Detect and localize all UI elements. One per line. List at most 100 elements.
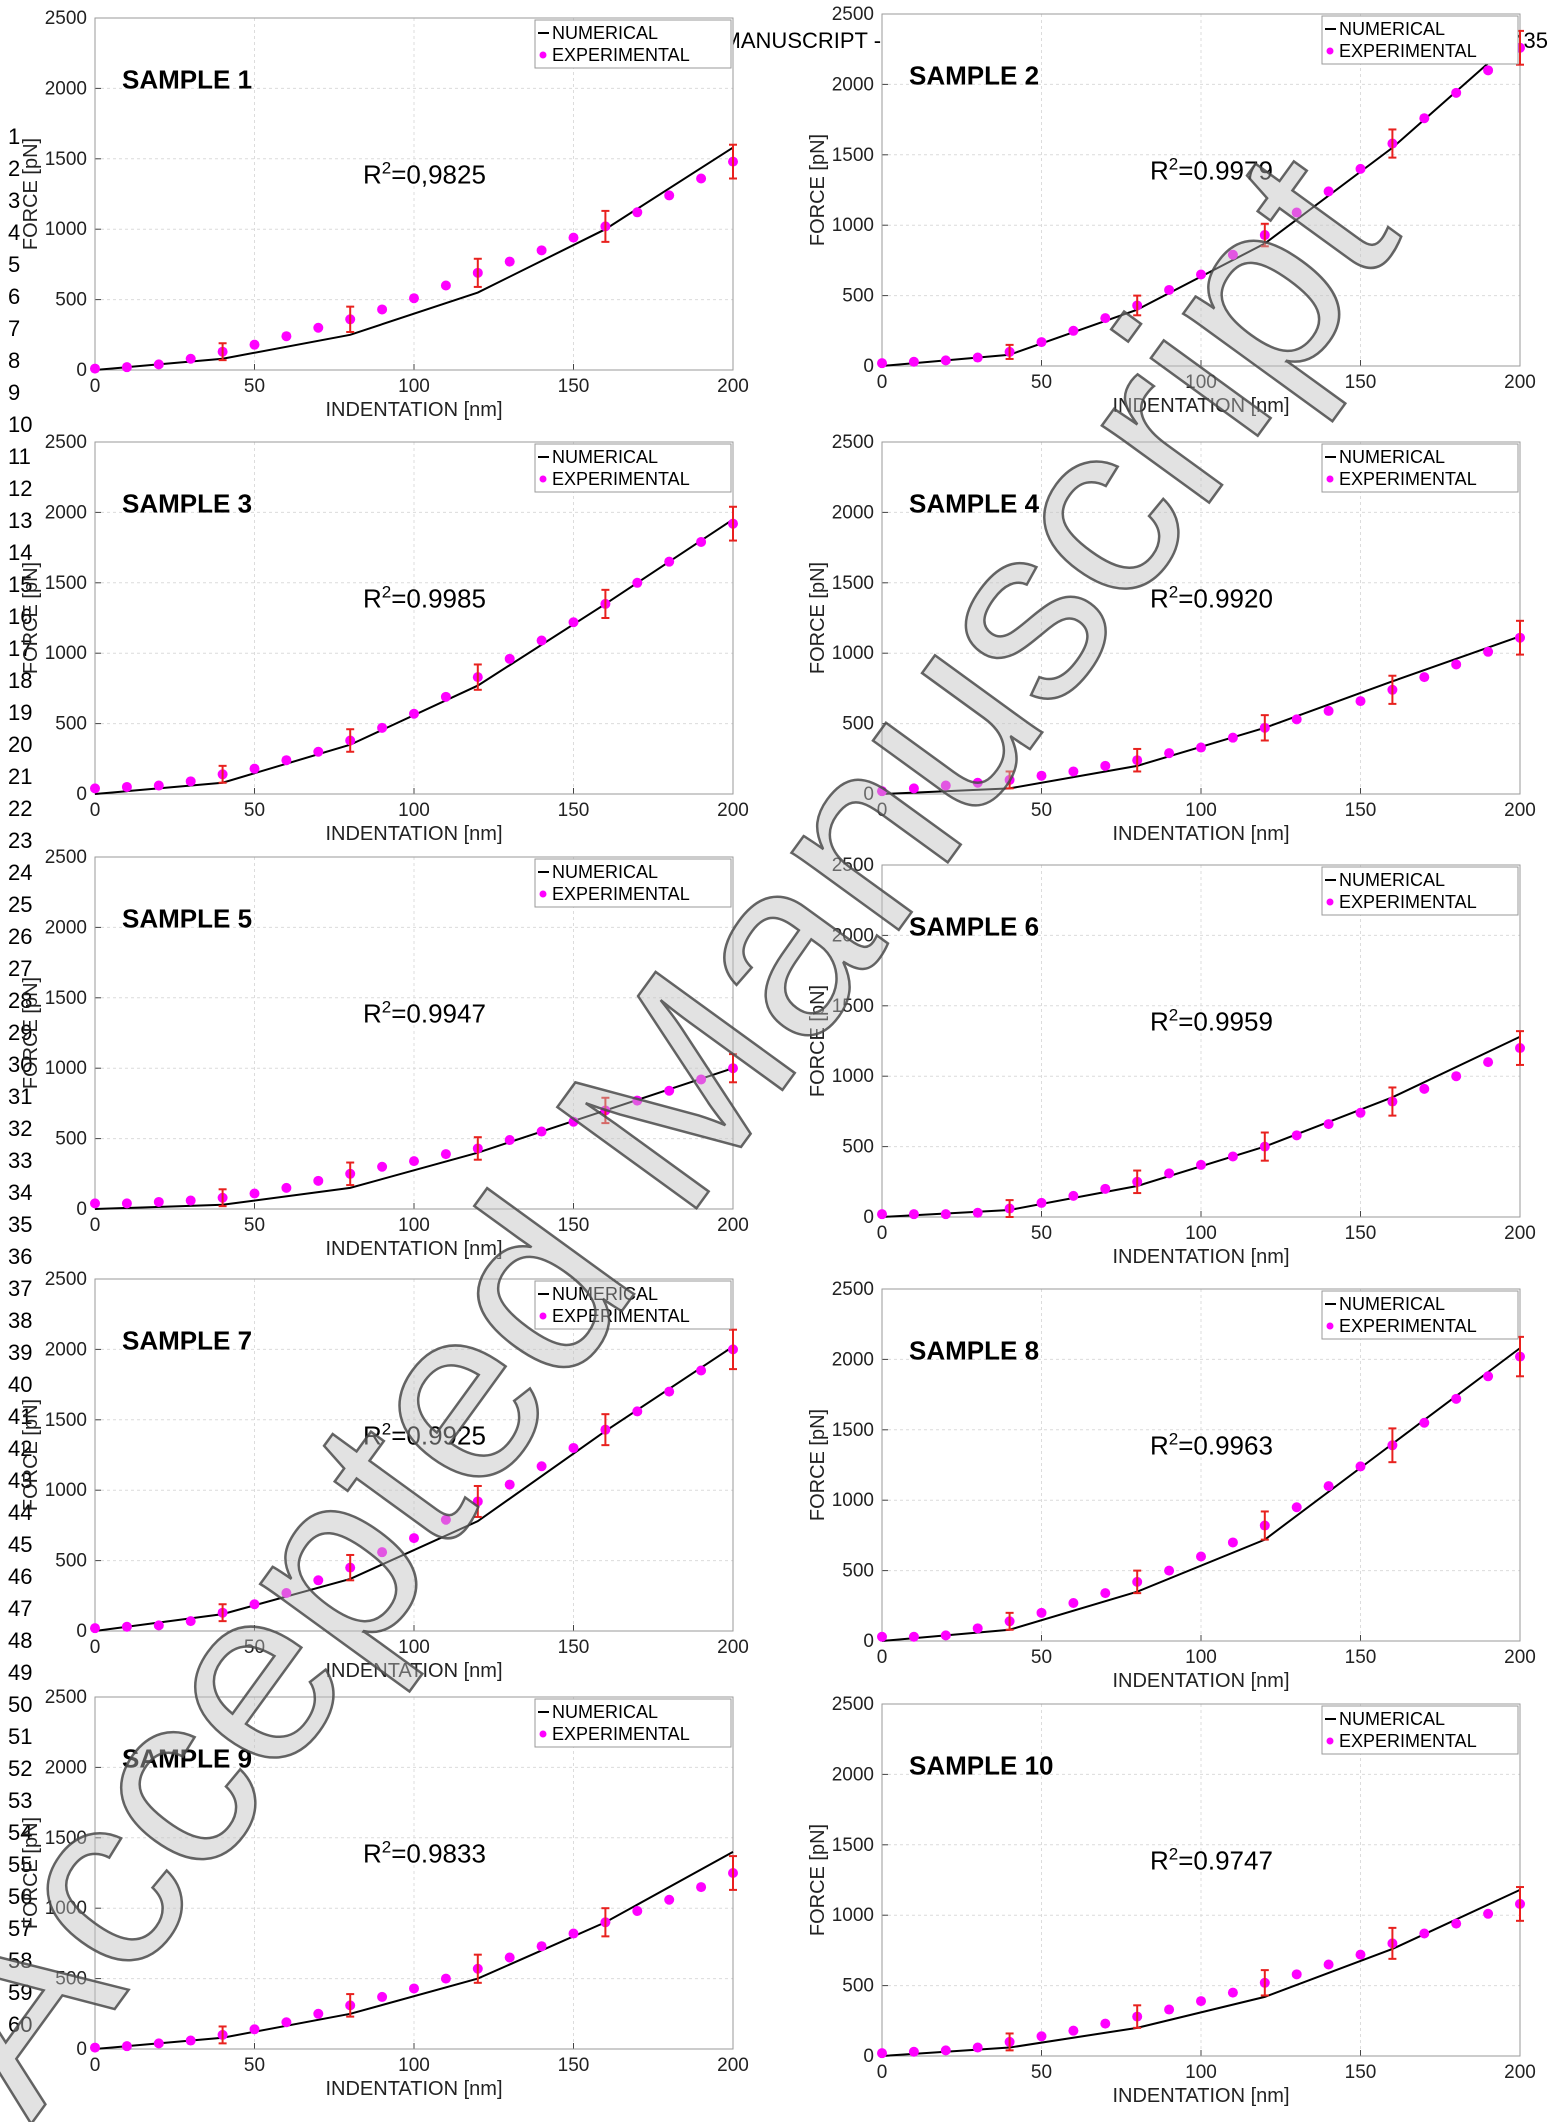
numerical-line [94,146,734,371]
r-squared: R2=0.9979 [1150,154,1273,185]
error-bar [1005,770,1014,790]
line-number: 35 [8,1212,32,1237]
legend-box [534,858,732,908]
y-tick-label: 0 [863,784,874,805]
error-bar [1388,1427,1397,1464]
experimental-point [1068,1190,1079,1201]
r-value: =0.9920 [1178,583,1273,613]
experimental-point [1227,1987,1238,1998]
line-number: 19 [8,700,32,725]
r-squared: R2=0.9747 [1150,1844,1273,1875]
experimental-point [1036,770,1047,781]
experimental-point [1036,337,1047,348]
axes-box [94,1278,734,1632]
line-number: 13 [8,508,32,533]
x-tick-label: 150 [1345,372,1377,393]
experimental-point [908,2046,919,2057]
error-bar [1516,1886,1524,1922]
legend-dot [539,475,547,483]
legend-box [534,1698,732,1748]
x-tick-label: 150 [558,376,590,397]
line-number: 4 [8,220,20,245]
line-number: 32 [8,1116,32,1141]
legend-dot [1326,1322,1334,1330]
line-number: 59 [8,1980,32,2005]
y-axis-label: FORCE [pN] [807,985,829,1097]
numerical-line [94,1067,734,1210]
legend-label: NUMERICAL [552,447,658,467]
line-number: 11 [8,444,31,469]
line-number: 2 [8,156,20,181]
y-tick-label: 2000 [45,917,87,938]
chart: 0 500 1000 1500 2000 2500 0 50 100 150 200 INDENTAT… [807,432,1536,845]
experimental-point [1323,1481,1334,1492]
experimental-point [281,1182,292,1193]
y-tick-label: 1000 [832,1905,874,1926]
error-bar [218,764,227,784]
chart: 0 500 1000 1500 2000 2500 0 50 100 150 200 INDENTAT… [807,1694,1536,2107]
experimental-point [153,780,164,791]
experimental-point [632,1095,643,1106]
y-tick-label: 1500 [832,573,874,594]
y-tick-label: 2500 [45,1687,87,1708]
r-squared: R2=0,9825 [363,158,486,189]
y-tick-label: 1500 [45,573,87,594]
y-tick-label: 0 [76,360,87,381]
y-tick-label: 2500 [45,8,87,29]
y-tick-label: 2000 [45,1339,87,1360]
x-tick-label: 50 [244,1637,265,1658]
line-number: 28 [8,988,32,1013]
error-bar [729,1328,737,1371]
x-tick-label: 100 [1185,800,1217,821]
error-bar [346,305,355,333]
x-tick-label: 150 [1345,2062,1377,2083]
r-superscript: 2 [1169,1429,1178,1448]
experimental-point [1483,65,1494,76]
line-number: 18 [8,668,32,693]
experimental-point [249,2024,260,2035]
line-number: 34 [8,1180,32,1205]
experimental-point [440,1149,451,1160]
line-number: 45 [8,1532,32,1557]
error-bar [729,1855,737,1891]
experimental-point [121,781,132,792]
y-tick-label: 1000 [832,643,874,664]
error-bar [218,1603,227,1623]
error-bar [346,1161,355,1187]
chart: 0 500 1000 1500 2000 2500 0 50 100 150 200 INDENTAT… [807,4,1536,417]
x-axis-label: INDENTATION [nm] [1112,395,1289,417]
experimental-point [281,331,292,342]
experimental-point [908,783,919,794]
y-tick-label: 1000 [45,1058,87,1079]
error-bar [1133,1569,1142,1595]
line-number: 36 [8,1244,32,1269]
experimental-point [1068,1597,1079,1608]
experimental-point [568,232,579,243]
experimental-point [185,776,196,787]
experimental-point [1196,1159,1206,1170]
legend-label: EXPERIMENTAL [552,1306,690,1326]
error-bar [1133,2004,1142,2029]
error-bar [1260,1969,1269,1997]
r-symbol: R [1150,155,1169,185]
experimental-point [313,1575,324,1586]
experimental-point [664,190,675,201]
y-tick-label: 2500 [45,1269,87,1290]
legend-label: EXPERIMENTAL [552,1724,690,1744]
experimental-point [568,617,579,628]
sample-title: SAMPLE 7 [122,1325,252,1355]
experimental-point [568,1928,579,1939]
error-bar [1388,674,1397,705]
y-tick-label: 1000 [832,1490,874,1511]
y-tick-label: 2000 [832,1764,874,1785]
y-tick-label: 1500 [832,1420,874,1441]
y-tick-label: 1500 [45,149,87,170]
x-tick-label: 0 [877,800,888,821]
error-bar [346,728,355,753]
experimental-point [153,1196,164,1207]
x-tick-label: 50 [1031,1647,1052,1668]
experimental-point [90,783,100,794]
legend-label: EXPERIMENTAL [1339,1316,1477,1336]
line-number: 44 [8,1500,32,1525]
